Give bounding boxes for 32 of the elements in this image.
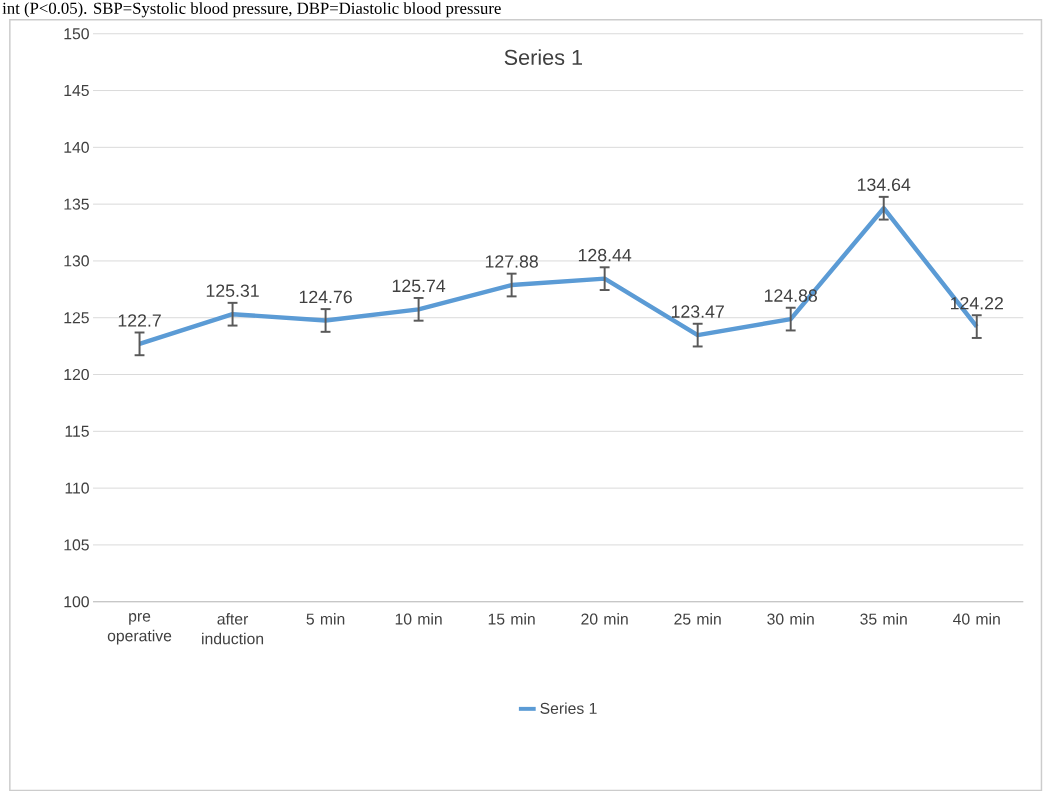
data-label: 123.47: [671, 305, 724, 318]
x-tick-label: pre operative: [107, 612, 172, 645]
data-label: 134.64: [857, 178, 911, 191]
y-tick-label: 150: [64, 27, 89, 40]
text: Series 1: [504, 48, 583, 65]
x-tick-label: 40 min: [953, 612, 1000, 625]
y-tick-label: 135: [64, 198, 89, 210]
data-label: 122.7: [118, 314, 161, 327]
x-tick-label: 15 min: [488, 612, 535, 625]
y-tick-label: 105: [64, 539, 89, 551]
y-tick-label: 140: [64, 141, 89, 153]
data-label: 127.88: [485, 255, 538, 268]
y-tick-label: 115: [65, 425, 89, 437]
y-tick-label: 125: [64, 311, 89, 324]
y-tick-label: 100: [64, 595, 89, 608]
x-tick-label: 25 min: [674, 612, 721, 625]
data-label: 124.76: [299, 290, 352, 303]
data-label: 128.44: [578, 248, 632, 262]
y-tick-label: 130: [64, 255, 89, 267]
x-tick-label: 10 min: [395, 612, 442, 625]
x-tick-label: 20 min: [581, 612, 628, 625]
legend-label: Series 1: [540, 702, 597, 714]
y-tick-label: 110: [65, 482, 89, 494]
x-tick-label: 30 min: [767, 612, 814, 625]
data-label: 125.31: [206, 284, 259, 297]
text: int (P<0.05). SBP=Systolic blood pressure, DBP=Diastolic blood pressure: [2, 1, 501, 18]
y-tick-label: 145: [64, 84, 89, 96]
x-tick-label: 5 min: [306, 612, 345, 625]
data-label: 125.74: [392, 279, 446, 292]
y-tick-label: 120: [64, 368, 89, 380]
x-tick-label: after induction: [202, 612, 264, 645]
x-tick-label: 35 min: [860, 612, 907, 625]
